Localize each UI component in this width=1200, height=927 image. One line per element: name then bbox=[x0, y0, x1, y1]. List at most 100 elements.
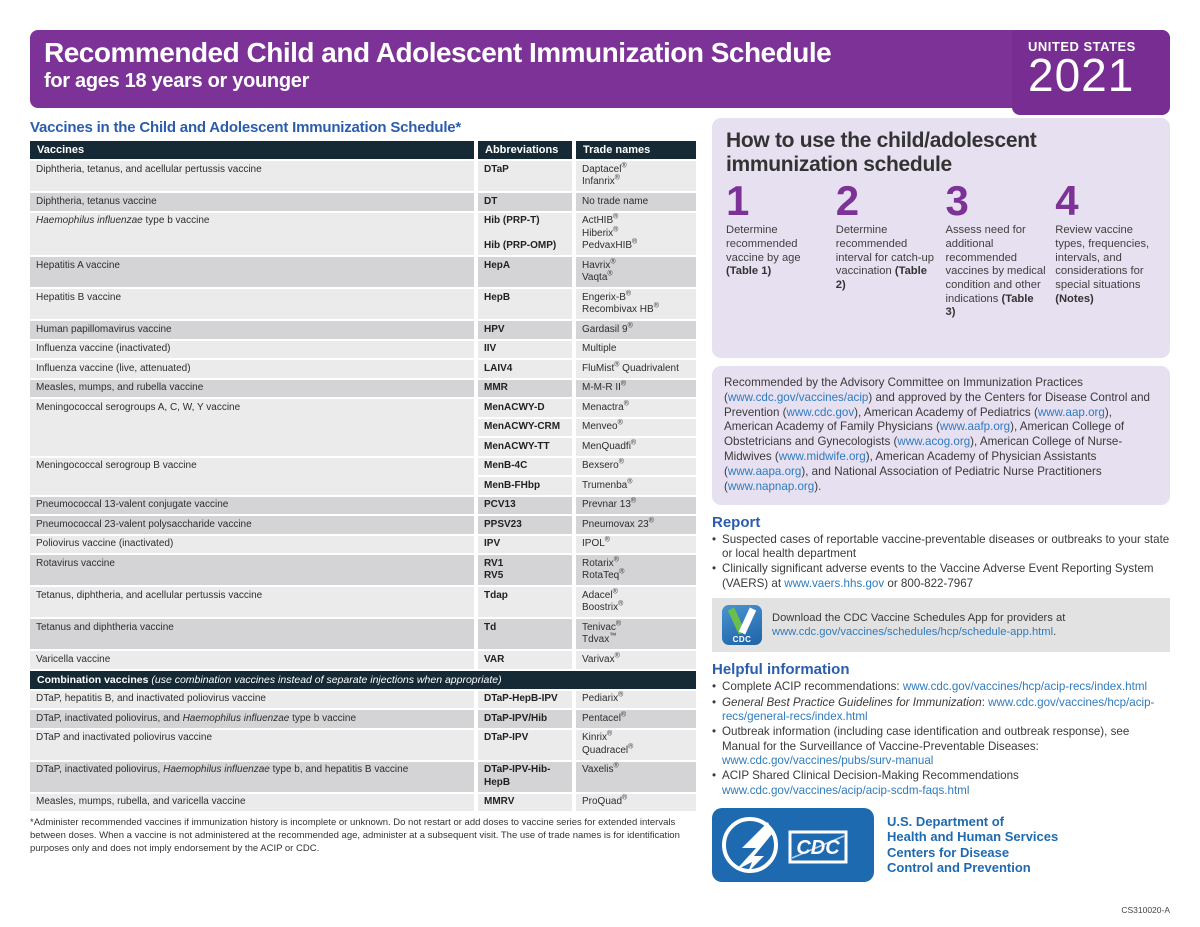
vaccine-name: Poliovirus vaccine (inactivated) bbox=[30, 535, 474, 553]
vaccine-row-values: Td Tenivac® Tdvax™ bbox=[478, 619, 696, 649]
steps-row: 1 Determine recommended vaccine by age (… bbox=[726, 180, 1156, 320]
abbreviation: HepA bbox=[478, 257, 572, 287]
combination-vaccines-header: Combination vaccines (use combination va… bbox=[30, 670, 696, 689]
abbreviation: VAR bbox=[478, 651, 572, 669]
vaccine-subrow: MMR M-M-R II® bbox=[478, 379, 696, 397]
vaccine-row: Hepatitis B vaccine HepB Engerix-B® Recombi… bbox=[30, 289, 696, 319]
trade-name: M-M-R II® bbox=[576, 379, 696, 397]
abbreviation: DTaP-IPV/Hib bbox=[478, 710, 572, 728]
vaccine-row-values: HepB Engerix-B® Recombivax HB® bbox=[478, 289, 696, 319]
info-column: How to use the child/adolescent immuniza… bbox=[712, 118, 1170, 883]
step-4-ref: (Notes) bbox=[1055, 292, 1094, 305]
link[interactable]: www.cdc.gov/vaccines/acip/acip-scdm-faqs… bbox=[722, 783, 970, 797]
step-4-text: Review vaccine types, frequencies, inter… bbox=[1055, 224, 1150, 305]
trade-name: Pneumovax 23® bbox=[576, 516, 696, 534]
vaccine-name: Meningococcal serogroups A, C, W, Y vacc… bbox=[30, 399, 474, 456]
trade-name: Menveo® bbox=[576, 418, 696, 436]
vaccine-subrow: HepB Engerix-B® Recombivax HB® bbox=[478, 289, 696, 319]
vaccine-subrow: IIV Multiple bbox=[478, 340, 696, 358]
vaccine-row: Tetanus, diphtheria, and acellular pertu… bbox=[30, 587, 696, 617]
vaccine-subrow: DTaP-IPV-Hib-HepB Vaxelis® bbox=[478, 761, 696, 792]
vaccine-row: Hepatitis A vaccine HepA Havrix® Vaqta® bbox=[30, 257, 696, 287]
report-bullets: Suspected cases of reportable vaccine-pr… bbox=[712, 533, 1170, 592]
vaccine-name: Measles, mumps, rubella, and varicella v… bbox=[30, 793, 474, 811]
vaccine-name: Rotavirus vaccine bbox=[30, 555, 474, 585]
link[interactable]: www.cdc.gov/vaccines/pubs/surv-manual bbox=[722, 754, 934, 767]
abbreviation: IPV bbox=[478, 535, 572, 553]
abbreviation: MenB-FHbp bbox=[478, 477, 572, 495]
vaccine-row: DTaP, inactivated poliovirus, Haemophilu… bbox=[30, 761, 696, 792]
vaccine-row-values: IIV Multiple bbox=[478, 340, 696, 358]
trade-name: ProQuad® bbox=[576, 793, 696, 811]
vaccine-row-values: MenACWY-D Menactra® MenACWY-CRM Menveo® MenA… bbox=[478, 399, 696, 456]
abbreviation: HepB bbox=[478, 289, 572, 319]
hhs-eagle-icon: CDC bbox=[722, 817, 848, 874]
trade-name: Havrix® Vaqta® bbox=[576, 257, 696, 287]
year-label: 2021 bbox=[1028, 49, 1135, 101]
vaccine-row-values: DTaP-IPV/Hib Pentacel® bbox=[478, 710, 696, 728]
link[interactable]: www.aapa.org bbox=[727, 464, 802, 478]
vaccine-row-values: PCV13 Prevnar 13® bbox=[478, 496, 696, 514]
banner-titles: Recommended Child and Adolescent Immuniz… bbox=[44, 37, 1004, 93]
table-footnote: *Administer recommended vaccines if immu… bbox=[30, 817, 680, 854]
link[interactable]: www.aafp.org bbox=[939, 420, 1011, 434]
step-1-text: Determine recommended vaccine by age (Ta… bbox=[726, 224, 801, 278]
vaccine-subrow: LAIV4 FluMist® Quadrivalent bbox=[478, 360, 696, 378]
trade-name: Kinrix® Quadracel® bbox=[576, 729, 696, 760]
vaccine-row: Measles, mumps, and rubella vaccine MMR M-… bbox=[30, 379, 696, 397]
vaccine-subrow: MenACWY-D Menactra® bbox=[478, 399, 696, 417]
abbreviation: Hib (PRP-T) Hib (PRP-OMP) bbox=[478, 212, 572, 255]
vaccine-name: DTaP, hepatitis B, and inactivated polio… bbox=[30, 690, 474, 708]
vaccine-subrow: PPSV23 Pneumovax 23® bbox=[478, 516, 696, 534]
link[interactable]: www.aap.org bbox=[1037, 405, 1105, 419]
abbreviation: DT bbox=[478, 193, 572, 211]
step-3-ref: (Table 3) bbox=[945, 292, 1034, 319]
trade-name: Vaxelis® bbox=[576, 761, 696, 792]
vaccine-subrow: MenACWY-TT MenQuadfi® bbox=[478, 438, 696, 456]
vaccine-subrow: Hib (PRP-T) Hib (PRP-OMP) ActHIB® Hiberix® P… bbox=[478, 212, 696, 255]
vaccine-row: Haemophilus influenzae type b vaccine Hib… bbox=[30, 212, 696, 255]
link[interactable]: www.acog.org bbox=[897, 435, 971, 449]
link[interactable]: www.cdc.gov bbox=[786, 405, 855, 419]
step-2-number: 2 bbox=[835, 177, 860, 225]
trade-name: Prevnar 13® bbox=[576, 496, 696, 514]
vaccine-row: Influenza vaccine (inactivated) IIV Multip… bbox=[30, 340, 696, 358]
vaccine-row: Human papillomavirus vaccine HPV Gardasil … bbox=[30, 321, 696, 339]
step-1-number: 1 bbox=[726, 177, 750, 225]
vaccine-row-values: Hib (PRP-T) Hib (PRP-OMP) ActHIB® Hiberix® P… bbox=[478, 212, 696, 255]
link[interactable]: www.vaers.hhs.gov bbox=[784, 576, 885, 590]
vaccine-name: Tetanus and diphtheria vaccine bbox=[30, 619, 474, 649]
link[interactable]: www.cdc.gov/vaccines/acip bbox=[727, 390, 869, 404]
abbreviation: LAIV4 bbox=[478, 360, 572, 378]
vaccine-subrow: DTaP Daptacel® Infanrix® bbox=[478, 161, 696, 191]
dept-line-4: Control and Prevention bbox=[887, 860, 1031, 876]
trade-name: Adacel® Boostrix® bbox=[576, 587, 696, 617]
vaccine-name: Pneumococcal 13-valent conjugate vaccine bbox=[30, 496, 474, 514]
vaccine-row-values: RV1 RV5 Rotarix® RotaTeq® bbox=[478, 555, 696, 585]
abbreviation: MenACWY-D bbox=[478, 399, 572, 417]
link[interactable]: www.cdc.gov/vaccines/schedules/hcp/sched… bbox=[772, 626, 1054, 639]
bullet-item: Suspected cases of reportable vaccine-pr… bbox=[712, 533, 1170, 562]
link[interactable]: www.cdc.gov/vaccines/hcp/acip-recs/index… bbox=[902, 680, 1148, 694]
link[interactable]: www.napnap.org bbox=[727, 479, 815, 493]
bullet-item: Outbreak information (including case ide… bbox=[712, 725, 1170, 768]
vaccine-subrow: RV1 RV5 Rotarix® RotaTeq® bbox=[478, 555, 696, 585]
step-4: 4 Review vaccine types, frequencies, int… bbox=[1055, 180, 1156, 320]
vaccine-name: Diphtheria, tetanus, and acellular pertu… bbox=[30, 161, 474, 191]
abbreviation: IIV bbox=[478, 340, 572, 358]
abbreviation: HPV bbox=[478, 321, 572, 339]
vaccine-row-values: MenB-4C Bexsero® MenB-FHbp Trumenba® bbox=[478, 457, 696, 495]
app-download-box: CDC Download the CDC Vaccine Schedules A… bbox=[712, 598, 1170, 653]
vaccine-name: Hepatitis A vaccine bbox=[30, 257, 474, 287]
link[interactable]: www.midwife.org bbox=[778, 450, 866, 464]
trade-name: Daptacel® Infanrix® bbox=[576, 161, 696, 191]
app-v-icon bbox=[727, 607, 757, 635]
vaccine-name: DTaP, inactivated poliovirus, Haemophilu… bbox=[30, 761, 474, 792]
link[interactable]: www.cdc.gov/vaccines/hcp/acip-recs/gener… bbox=[722, 695, 1155, 723]
trade-name: Engerix-B® Recombivax HB® bbox=[576, 289, 696, 319]
vaccine-name: Tetanus, diphtheria, and acellular pertu… bbox=[30, 587, 474, 617]
trade-name: Gardasil 9® bbox=[576, 321, 696, 339]
step-2-text: Determine recommended interval for catch… bbox=[835, 224, 934, 292]
vaccine-row-values: IPV IPOL® bbox=[478, 535, 696, 553]
vaccine-row-values: DTaP Daptacel® Infanrix® bbox=[478, 161, 696, 191]
